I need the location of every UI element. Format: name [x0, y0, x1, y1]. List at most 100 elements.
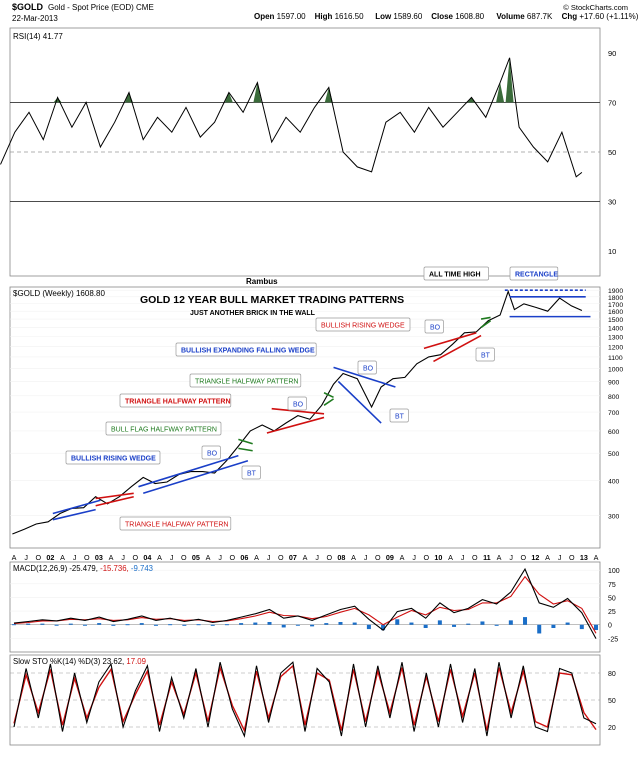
macd-histogram-bar — [366, 624, 371, 630]
macd-histogram-bar — [480, 621, 485, 625]
x-tick-label: A — [206, 553, 211, 562]
x-tick-label: O — [520, 553, 526, 562]
rsi-tick-label: 90 — [608, 49, 616, 58]
price-tick-label: 600 — [608, 429, 620, 436]
macd-histogram-bar — [267, 622, 272, 625]
macd-tick-label: 0 — [608, 623, 612, 630]
macd-histogram-bar — [551, 624, 556, 628]
header-ohlc-open: Open 1597.00 — [254, 12, 306, 21]
x-tick-label: J — [364, 553, 368, 562]
macd-histogram-bar — [494, 624, 499, 626]
x-tick-label: J — [509, 553, 513, 562]
x-tick-label: O — [423, 553, 429, 562]
macd-histogram-bar — [125, 624, 130, 626]
price-tick-label: 1000 — [608, 367, 623, 374]
x-tick-label: A — [303, 553, 308, 562]
annotation-label-bo-1: BO — [430, 325, 441, 332]
macd-histogram-bar — [452, 624, 457, 627]
macd-histogram-bar — [253, 622, 258, 625]
x-tick-label: A — [594, 553, 599, 562]
annotation-label-bullish-rising-wedge-top: BULLISH RISING WEDGE — [321, 323, 405, 330]
x-tick-label: A — [60, 553, 65, 562]
annotation-box-all-time-high — [423, 266, 489, 281]
macd-tick-label: 25 — [608, 609, 616, 616]
flag-line — [238, 438, 253, 445]
stochastic-D-line — [13, 664, 597, 733]
x-tick-label: J — [267, 553, 271, 562]
macd-histogram-bar — [68, 623, 73, 625]
x-tick-label: O — [229, 553, 235, 562]
x-tick-label: A — [12, 553, 17, 562]
rsi-tick-label: 50 — [608, 148, 616, 157]
annotation-label-bt-1: BT — [481, 353, 491, 360]
macd-panel-frame — [9, 561, 601, 653]
flag-line — [238, 447, 253, 452]
annotation-box-bo-1 — [424, 319, 444, 334]
annotation-label-triangle-halfway-bottom: TRIANGLE HALFWAY PATTERN — [125, 522, 228, 529]
wedge-line — [138, 454, 239, 488]
annotation-label-rectangle: RECTANGLE — [515, 272, 558, 279]
stochastic-tick-label: 50 — [608, 698, 616, 705]
x-tick-label: J — [218, 553, 222, 562]
annotation-label-triangle-halfway-red: TRIANGLE HALFWAY PATTERN — [125, 399, 231, 406]
price-tick-label: 800 — [608, 394, 620, 401]
header-ohlc-close: Close 1608.80 — [431, 12, 484, 21]
annotation-title: GOLD 12 YEAR BULL MARKET TRADING PATTERN… — [140, 294, 404, 306]
macd-histogram-bar — [54, 624, 59, 626]
rsi-tick-label: 30 — [608, 198, 616, 207]
price-tick-label: 700 — [608, 410, 620, 417]
macd-tick-label: 100 — [608, 568, 620, 575]
x-tick-label: A — [400, 553, 405, 562]
x-tick-label: 08 — [337, 553, 345, 562]
macd-histogram-bar — [409, 622, 414, 625]
price-tick-label: 300 — [608, 514, 620, 521]
x-tick-label: A — [254, 553, 259, 562]
triangle-line — [271, 407, 325, 415]
macd-histogram-bar — [423, 624, 428, 628]
price-tick-label: 500 — [608, 451, 620, 458]
stochastic-legend: Slow STO %K(14) %D(3) 23.62, 17.09 — [13, 657, 146, 666]
rsi-line — [0, 57, 583, 178]
x-tick-label: 11 — [483, 553, 491, 562]
triangle-line — [323, 398, 334, 406]
x-tick-label: 09 — [386, 553, 394, 562]
rsi-overbought-fill — [253, 82, 262, 103]
annotation-box-bt-3 — [241, 465, 261, 480]
x-tick-label: A — [351, 553, 356, 562]
header-ohlc-chg: Chg +17.60 (+1.11%) — [562, 12, 639, 21]
macd-histogram-bar — [153, 624, 158, 626]
macd-histogram-bar — [437, 620, 442, 625]
macd-tick-label: -25 — [608, 636, 618, 643]
macd-histogram-bar — [26, 623, 31, 625]
macd-histogram-bar — [224, 624, 229, 626]
x-tick-label: J — [558, 553, 562, 562]
x-tick-label: J — [73, 553, 77, 562]
header-name: Gold - Spot Price (EOD) CME — [48, 3, 154, 12]
x-tick-label: 04 — [143, 553, 151, 562]
header-ohlc-high: High 1616.50 — [315, 12, 364, 21]
wedge-line — [52, 499, 101, 515]
macd-histogram-bar — [111, 624, 116, 626]
annotation-box-triangle-halfway-red — [119, 393, 232, 408]
x-tick-label: J — [121, 553, 125, 562]
annotation-box-bo-4 — [201, 445, 221, 460]
x-tick-label: A — [157, 553, 162, 562]
annotation-box-bull-flag-halfway — [105, 421, 222, 436]
stochastic-K-line — [13, 661, 597, 738]
macd-histogram-bar — [523, 617, 528, 625]
x-tick-label: O — [375, 553, 381, 562]
annotation-box-bo-3 — [287, 396, 307, 411]
header-symbol: $GOLD — [12, 2, 44, 12]
macd-histogram-bar — [139, 623, 144, 625]
annotation-box-bo-2 — [357, 360, 377, 375]
rsi-legend: RSI(14) 41.77 — [13, 32, 63, 41]
macd-histogram-bar — [182, 624, 187, 626]
macd-histogram-bar — [381, 624, 386, 631]
price-tick-label: 1600 — [608, 309, 623, 316]
macd-histogram-bar — [239, 623, 244, 625]
price-tick-label: 1500 — [608, 317, 623, 324]
macd-histogram-bar — [537, 624, 542, 634]
x-tick-label: 02 — [46, 553, 54, 562]
x-tick-label: O — [132, 553, 138, 562]
price-tick-label: 1900 — [608, 288, 623, 295]
